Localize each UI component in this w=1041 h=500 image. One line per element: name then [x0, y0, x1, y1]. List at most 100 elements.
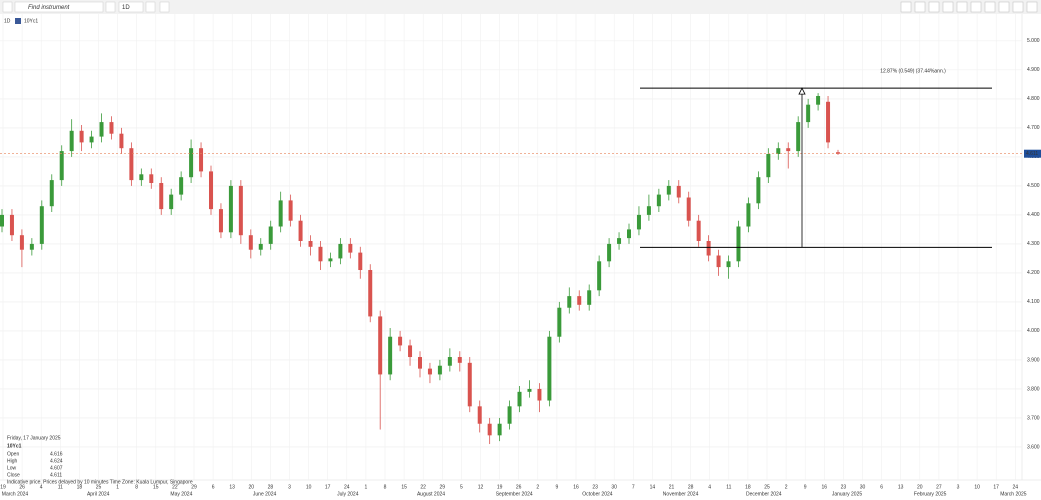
candle-body [278, 200, 283, 227]
candle-body [159, 183, 164, 210]
candle-body [806, 104, 811, 123]
y-tick-label: 4.400 [1027, 212, 1040, 218]
tool-button[interactable] [1012, 1, 1024, 13]
candle-body [318, 246, 323, 262]
x-tick-label: 2 [536, 484, 539, 490]
candle-body [736, 226, 741, 262]
candle-body [816, 95, 821, 105]
tool-button[interactable] [942, 1, 954, 13]
candle-body [308, 241, 313, 247]
candle-body [89, 136, 94, 143]
x-tick-label: 9 [804, 484, 807, 490]
toolbar-bg [0, 0, 1041, 14]
x-tick-label: 10 [306, 484, 312, 490]
candle-body [358, 252, 363, 271]
add-button[interactable] [105, 1, 116, 13]
candle-body [627, 229, 631, 239]
x-tick-label: 28 [688, 484, 694, 490]
x-tick-label: 3 [957, 484, 960, 490]
candle-body [29, 243, 34, 250]
x-tick-label: 23 [592, 484, 598, 490]
y-tick-label: 3.800 [1027, 386, 1040, 392]
candle-body [577, 296, 582, 305]
x-tick-label: 14 [650, 484, 656, 490]
y-tick-label: 4.200 [1027, 270, 1040, 276]
info-symbol: 10Yc1 [7, 443, 22, 449]
x-tick-label: 6 [212, 484, 215, 490]
candle-body [19, 235, 24, 250]
candle-body [298, 220, 303, 242]
candle-body [646, 206, 651, 215]
legend-interval: 1D [4, 18, 11, 24]
tool-button[interactable] [970, 1, 982, 13]
candle-body [547, 336, 552, 401]
candle-body [179, 177, 184, 195]
legend-symbol: 10Yc1 [24, 18, 38, 24]
candle-body [497, 423, 502, 436]
x-tick-label: 10 [974, 484, 980, 490]
tool-button[interactable] [998, 1, 1010, 13]
candle-body [368, 270, 373, 317]
candle-body [716, 255, 721, 268]
candle-body [756, 177, 761, 204]
tool-button[interactable] [984, 1, 996, 13]
x-month-label: May 2024 [170, 491, 192, 497]
tool-button[interactable] [900, 1, 912, 13]
candle-body [706, 241, 711, 256]
candle-body [457, 357, 462, 363]
x-month-label: August 2024 [417, 491, 445, 497]
candle-body [527, 388, 532, 392]
info-date: Friday, 17 January 2025 [7, 435, 61, 441]
refresh-button[interactable] [145, 1, 156, 13]
info-footnote: Indicative price. Prices delayed by 10 m… [7, 479, 193, 485]
candle-body [617, 238, 622, 244]
x-tick-label: 24 [1013, 484, 1019, 490]
x-month-label: March 2025 [1000, 491, 1027, 497]
candle-body [836, 152, 840, 154]
x-tick-label: 19 [497, 484, 503, 490]
x-tick-label: 22 [420, 484, 426, 490]
x-month-label: February 2025 [914, 491, 947, 497]
x-month-label: July 2024 [337, 491, 359, 497]
x-tick-label: 3 [288, 484, 291, 490]
x-tick-label: 4 [40, 484, 43, 490]
tool-button[interactable] [928, 1, 940, 13]
info-key: Low [7, 465, 17, 471]
x-tick-label: 2 [785, 484, 788, 490]
candle-body [9, 214, 14, 236]
more-button[interactable] [159, 1, 170, 13]
x-tick-label: 15 [153, 484, 159, 490]
x-tick-label: 26 [19, 484, 25, 490]
candle-body [149, 174, 154, 184]
x-tick-label: 26 [516, 484, 522, 490]
x-tick-label: 27 [936, 484, 942, 490]
candle-body [776, 148, 781, 154]
candle-body [129, 148, 134, 181]
measure-arrow-head [798, 87, 806, 95]
tool-button[interactable] [914, 1, 926, 13]
candle-body [597, 261, 602, 291]
x-tick-label: 21 [669, 484, 675, 490]
x-tick-label: 29 [440, 484, 446, 490]
candle-body [59, 151, 64, 181]
info-key: High [7, 458, 18, 464]
x-tick-label: 16 [573, 484, 579, 490]
x-month-label: December 2024 [746, 491, 782, 497]
candle-body [447, 357, 452, 366]
x-tick-label: 15 [401, 484, 407, 490]
candle-body [79, 130, 84, 143]
interval-button[interactable] [118, 1, 144, 13]
x-tick-label: 8 [384, 484, 387, 490]
candle-body [686, 197, 691, 221]
draw-button[interactable] [2, 1, 13, 13]
tool-button[interactable] [1026, 1, 1038, 13]
candle-body [656, 194, 661, 207]
x-tick-label: 9 [556, 484, 559, 490]
search-box[interactable] [14, 1, 104, 13]
x-tick-label: 5 [460, 484, 463, 490]
tool-button[interactable] [956, 1, 968, 13]
x-tick-label: 11 [58, 484, 63, 490]
x-tick-label: 1 [365, 484, 368, 490]
candle-body [189, 148, 194, 178]
candle-body [408, 345, 413, 358]
